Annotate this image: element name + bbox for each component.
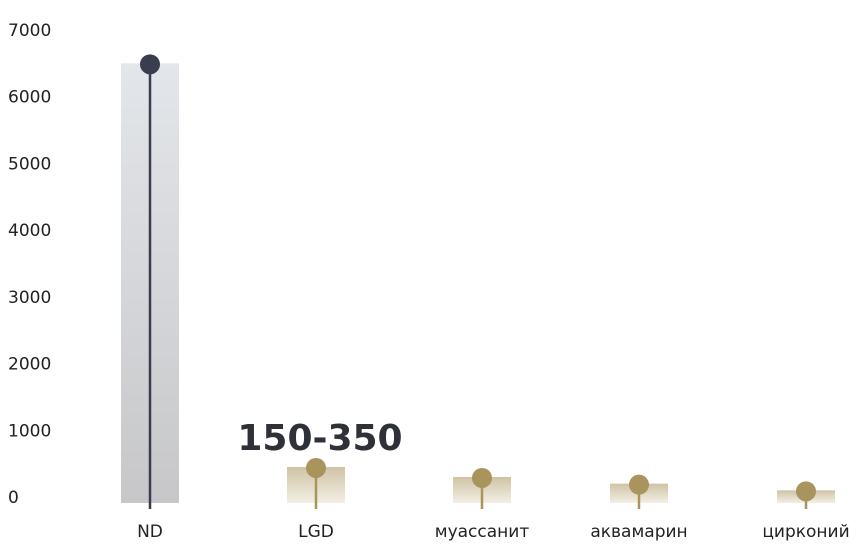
- bar-group: [777, 481, 835, 509]
- y-axis: 0 1000 2000 3000 4000 5000 6000 7000: [8, 21, 51, 508]
- y-tick-label: 4000: [8, 221, 51, 241]
- annotation-label: 150-350: [237, 418, 402, 459]
- x-tick-label: цирконий: [762, 522, 849, 542]
- point-marker: [140, 54, 160, 75]
- bars: [121, 54, 835, 509]
- point-marker: [306, 457, 326, 478]
- bar-group: [121, 54, 179, 509]
- point-marker: [472, 467, 492, 488]
- y-tick-label: 1000: [8, 421, 51, 441]
- x-axis: ND LGD муассанит аквамарин цирконий: [137, 522, 850, 542]
- x-tick-label: ND: [137, 522, 163, 542]
- point-marker: [796, 481, 816, 502]
- y-tick-label: 6000: [8, 88, 51, 108]
- y-tick-label: 2000: [8, 355, 51, 375]
- x-tick-label: LGD: [298, 522, 334, 542]
- y-tick-label: 0: [8, 488, 19, 508]
- bar-group: [287, 457, 345, 509]
- bar-group: [453, 467, 511, 509]
- y-tick-label: 3000: [8, 288, 51, 308]
- point-marker: [629, 474, 649, 495]
- y-tick-label: 7000: [8, 21, 51, 41]
- x-tick-label: муассанит: [435, 522, 530, 542]
- y-tick-label: 5000: [8, 154, 51, 174]
- bar-group: [610, 474, 668, 509]
- x-tick-label: аквамарин: [590, 522, 687, 542]
